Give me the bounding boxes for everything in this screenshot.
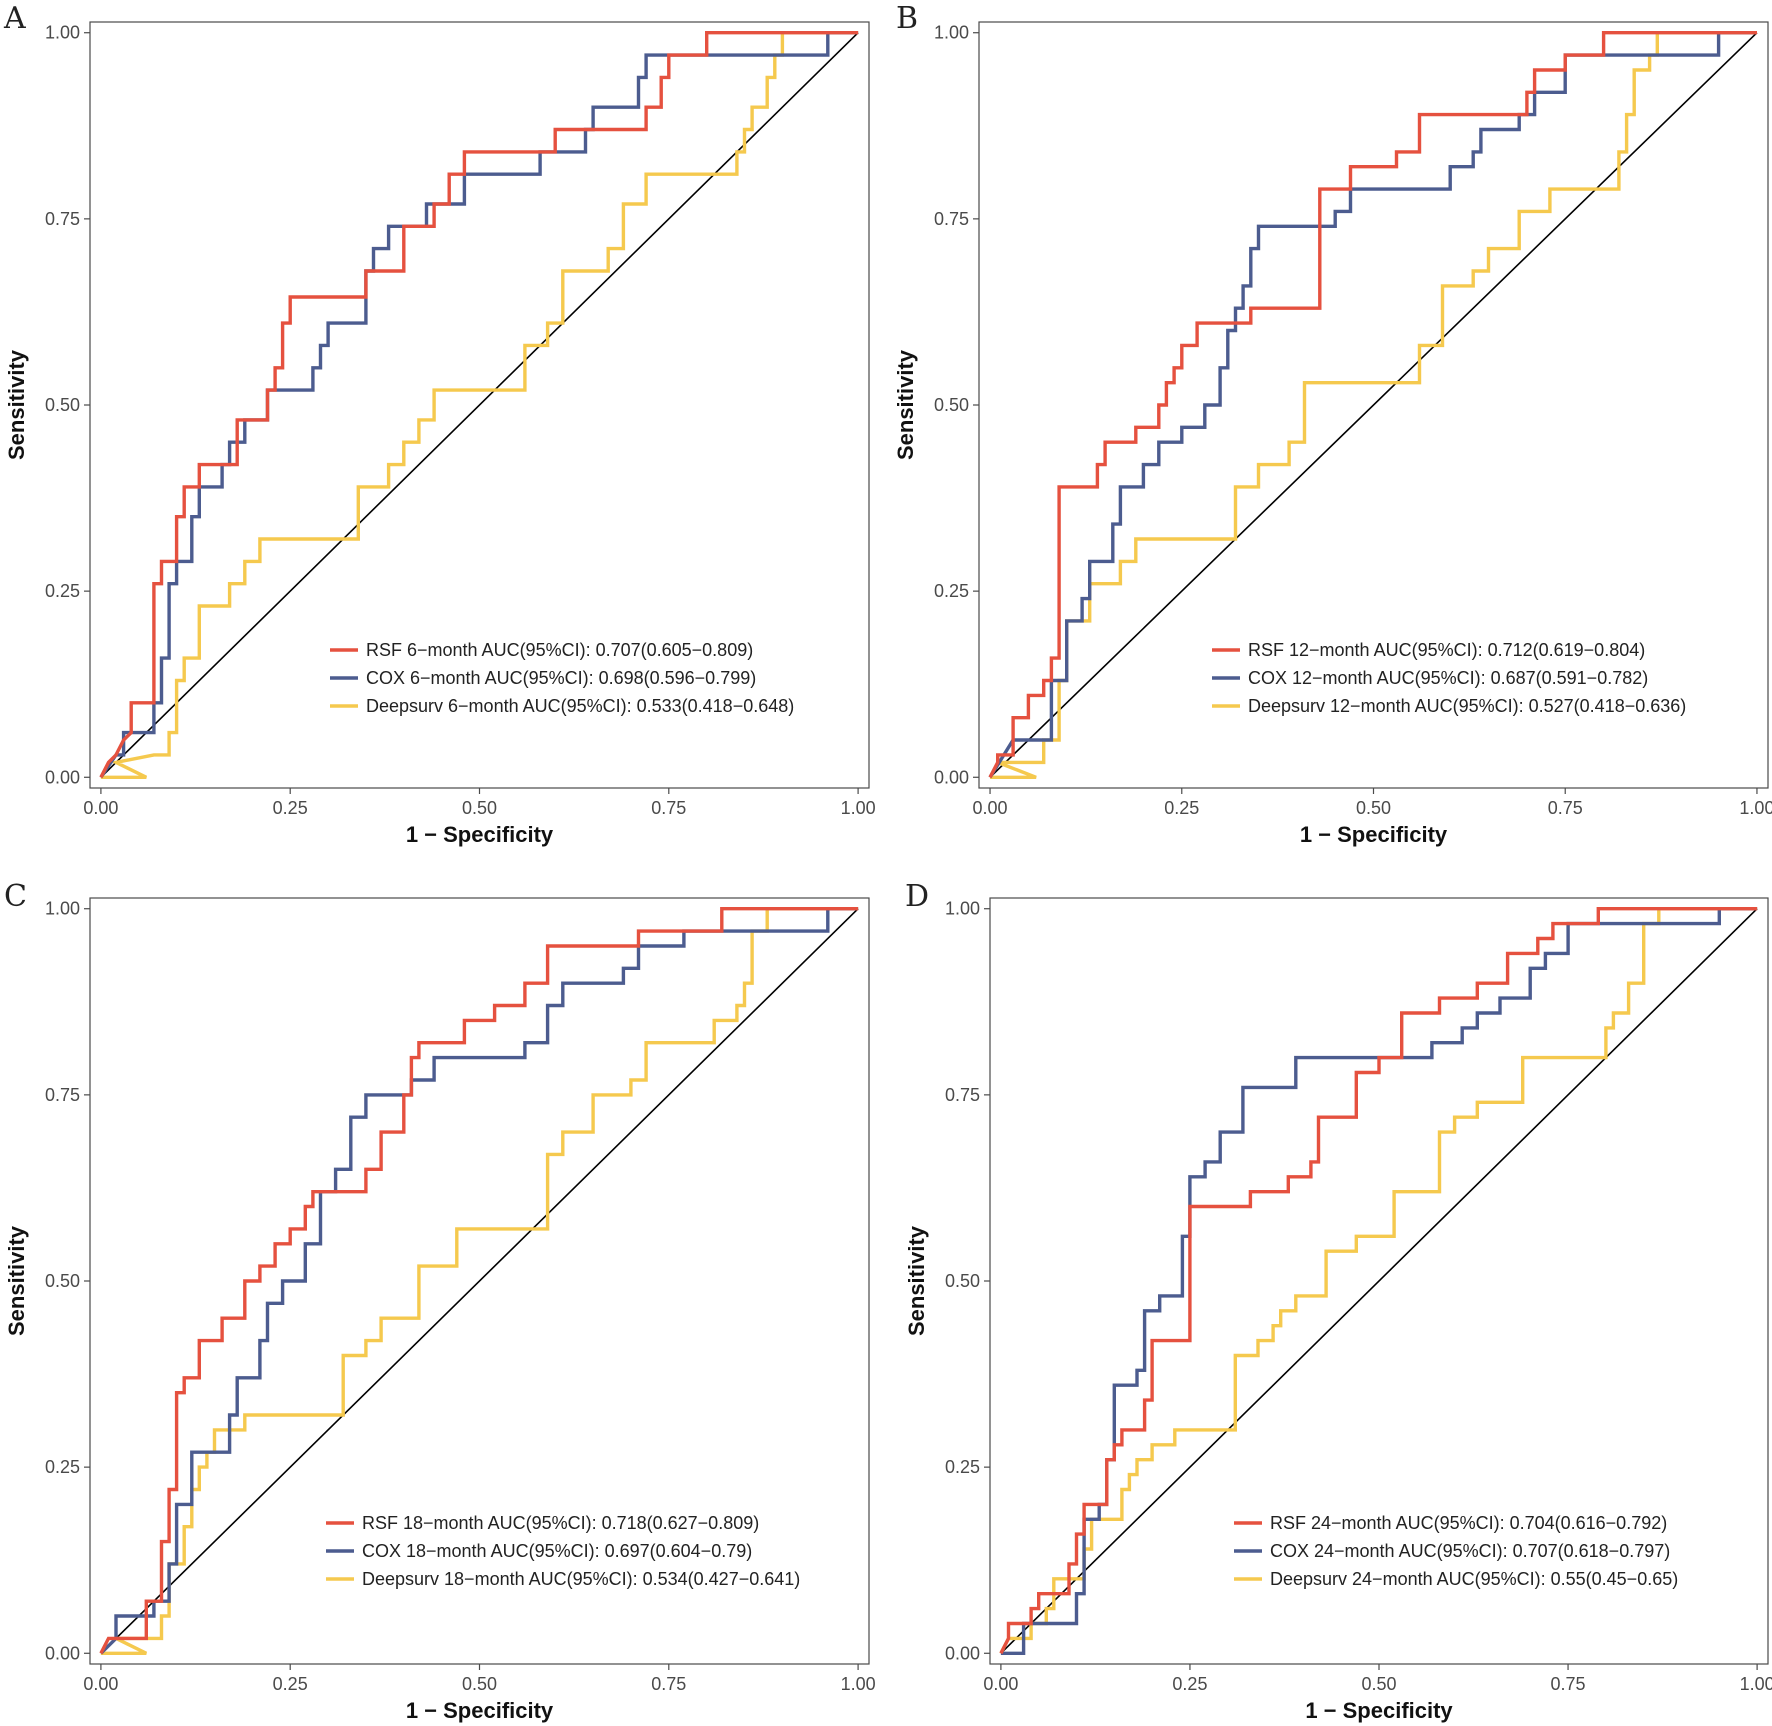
series-line-deepsurv	[100, 31, 859, 779]
x-tick-label: 1.00	[841, 798, 876, 818]
legend-label-cox: COX 12−month AUC(95%CI): 0.687(0.591−0.7…	[1248, 668, 1648, 688]
y-axis-title: Sensitivity	[4, 1225, 29, 1336]
x-tick-label: 0.25	[1164, 798, 1199, 818]
y-tick-label: 0.50	[45, 1271, 80, 1291]
panel-letter: C	[4, 879, 27, 914]
y-tick-label: 0.50	[934, 395, 969, 415]
x-tick-label: 0.25	[273, 1674, 308, 1694]
y-tick-label: 0.25	[945, 1457, 980, 1477]
y-tick-label: 1.00	[945, 899, 980, 919]
legend: RSF 12−month AUC(95%CI): 0.712(0.619−0.8…	[1212, 640, 1686, 716]
y-tick-label: 0.50	[45, 395, 80, 415]
legend-label-rsf: RSF 24−month AUC(95%CI): 0.704(0.616−0.7…	[1270, 1513, 1667, 1533]
reference-diagonal	[100, 32, 859, 778]
reference-diagonal	[989, 32, 1758, 778]
y-axis-title: Sensitivity	[904, 1225, 929, 1336]
legend-label-cox: COX 6−month AUC(95%CI): 0.698(0.596−0.79…	[366, 668, 756, 688]
series-line-deepsurv	[999, 907, 1758, 1655]
x-tick-label: 0.75	[651, 798, 686, 818]
panel-letter: A	[3, 1, 26, 36]
y-axis-title: Sensitivity	[4, 349, 29, 460]
y-tick-label: 0.00	[45, 1643, 80, 1663]
y-tick-label: 1.00	[934, 23, 969, 43]
x-tick-label: 0.00	[83, 798, 118, 818]
roc-panel-b: B 0.000.00 0.25 0.25 0.50 0.50 0.75 0.75 1.00 1.0…	[893, 1, 1772, 847]
y-tick-label: 0.75	[934, 209, 969, 229]
x-tick-label: 0.25	[1172, 1674, 1207, 1694]
legend-label-deepsurv: Deepsurv 24−month AUC(95%CI): 0.55(0.45−…	[1270, 1569, 1678, 1589]
y-axis-title: Sensitivity	[893, 349, 918, 460]
x-tick-label: 0.00	[973, 798, 1008, 818]
x-tick-label: 1.00	[1740, 1674, 1772, 1694]
legend: RSF 18−month AUC(95%CI): 0.718(0.627−0.8…	[326, 1513, 800, 1589]
x-tick-label: 0.75	[1548, 798, 1583, 818]
legend-label-cox: COX 24−month AUC(95%CI): 0.707(0.618−0.7…	[1270, 1541, 1670, 1561]
series-line-cox	[988, 31, 1757, 779]
series-line-rsf	[99, 31, 859, 779]
y-tick-label: 0.75	[945, 1085, 980, 1105]
y-tick-label: 0.75	[45, 1085, 80, 1105]
reference-diagonal	[1000, 908, 1758, 1654]
legend-label-deepsurv: Deepsurv 6−month AUC(95%CI): 0.533(0.418…	[366, 696, 794, 716]
y-tick-label: 0.00	[945, 1643, 980, 1663]
legend-label-rsf: RSF 6−month AUC(95%CI): 0.707(0.605−0.80…	[366, 640, 753, 660]
x-tick-label: 0.75	[651, 1674, 686, 1694]
x-tick-label: 0.50	[1356, 798, 1391, 818]
legend-label-deepsurv: Deepsurv 18−month AUC(95%CI): 0.534(0.42…	[362, 1569, 800, 1589]
series-line-rsf	[999, 907, 1758, 1655]
y-tick-label: 0.25	[934, 581, 969, 601]
x-axis-title: 1 − Specificity	[1305, 1698, 1453, 1723]
reference-diagonal	[100, 908, 859, 1654]
x-tick-label: 1.00	[841, 1674, 876, 1694]
x-tick-label: 1.00	[1739, 798, 1772, 818]
x-tick-label: 0.50	[462, 1674, 497, 1694]
legend: RSF 24−month AUC(95%CI): 0.704(0.616−0.7…	[1234, 1513, 1678, 1589]
y-tick-label: 0.75	[45, 209, 80, 229]
y-tick-label: 1.00	[45, 899, 80, 919]
x-tick-label: 0.50	[1361, 1674, 1396, 1694]
x-tick-label: 0.75	[1551, 1674, 1586, 1694]
y-tick-label: 1.00	[45, 23, 80, 43]
legend-label-rsf: RSF 18−month AUC(95%CI): 0.718(0.627−0.8…	[362, 1513, 759, 1533]
y-tick-label: 0.50	[945, 1271, 980, 1291]
legend-label-deepsurv: Deepsurv 12−month AUC(95%CI): 0.527(0.41…	[1248, 696, 1686, 716]
x-axis-title: 1 − Specificity	[1300, 822, 1448, 847]
x-tick-label: 0.50	[462, 798, 497, 818]
panel-letter: B	[896, 1, 918, 36]
y-tick-label: 0.00	[45, 767, 80, 787]
roc-panel-c: C 0.000.00 0.25 0.25 0.50 0.50 0.75 0.75 1.00 1.0…	[4, 879, 876, 1723]
x-axis-title: 1 − Specificity	[406, 822, 554, 847]
legend-label-cox: COX 18−month AUC(95%CI): 0.697(0.604−0.7…	[362, 1541, 752, 1561]
series-line-rsf	[988, 31, 1757, 779]
x-tick-label: 0.25	[273, 798, 308, 818]
series-line-rsf	[99, 907, 859, 1655]
series-line-deepsurv	[100, 907, 859, 1656]
y-tick-label: 0.25	[45, 581, 80, 601]
panel-letter: D	[905, 879, 929, 914]
legend-label-rsf: RSF 12−month AUC(95%CI): 0.712(0.619−0.8…	[1248, 640, 1645, 660]
y-tick-label: 0.00	[934, 767, 969, 787]
y-tick-label: 0.25	[45, 1457, 80, 1477]
x-axis-title: 1 − Specificity	[406, 1698, 554, 1723]
x-tick-label: 0.00	[83, 1674, 118, 1694]
roc-panel-d: D 0.000.00 0.25 0.25 0.50 0.50 0.75 0.75 1.00 1.0…	[904, 879, 1772, 1723]
x-tick-label: 0.00	[983, 1674, 1018, 1694]
roc-panel-a: A 0.000.00 0.25 0.25 0.50 0.50 0.75 0.75 1.00 1.0…	[3, 1, 876, 847]
series-line-cox	[1000, 907, 1758, 1656]
legend: RSF 6−month AUC(95%CI): 0.707(0.605−0.80…	[330, 640, 794, 716]
